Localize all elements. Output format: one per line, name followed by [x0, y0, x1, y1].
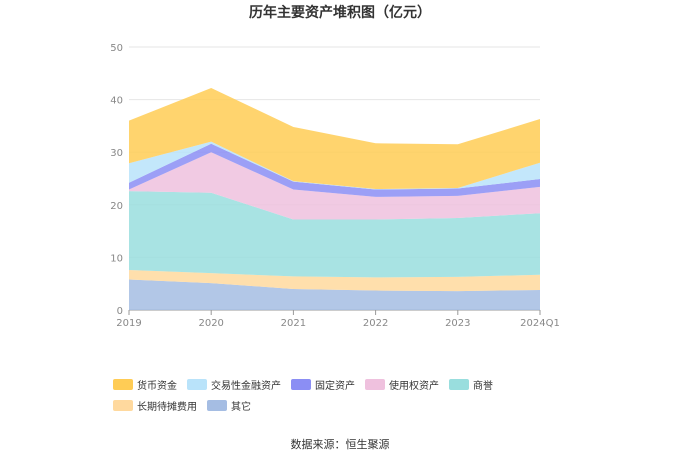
x-tick-label: 2021 [281, 318, 306, 329]
legend-item[interactable]: 货币资金 [113, 378, 177, 392]
legend-label: 交易性金融资产 [211, 380, 281, 392]
legend-item[interactable]: 交易性金融资产 [187, 378, 281, 392]
x-tick-label: 2022 [363, 318, 388, 329]
legend-label: 长期待摊费用 [137, 401, 197, 413]
x-tick-label: 2023 [445, 318, 470, 329]
area-series [129, 143, 540, 197]
legend-label: 货币资金 [137, 380, 177, 392]
y-tick-label: 0 [117, 306, 123, 317]
area-series [129, 88, 540, 190]
area-series [129, 279, 540, 310]
legend-swatch [113, 399, 133, 411]
data-source: 数据来源：恒生聚源 [290, 438, 390, 451]
chart-legend: 货币资金 交易性金融资产 固定资产 使用权资产 商誉长期待摊费用 其它 [113, 378, 583, 420]
legend-item[interactable]: 长期待摊费用 [113, 399, 197, 413]
legend-swatch [365, 378, 385, 390]
legend-item[interactable]: 其它 [207, 399, 251, 413]
legend-item[interactable]: 固定资产 [291, 378, 355, 392]
area-series [129, 152, 540, 220]
y-tick-label: 30 [110, 148, 123, 159]
y-tick-label: 10 [110, 253, 123, 264]
legend-swatch [207, 399, 227, 411]
y-tick-label: 20 [110, 201, 123, 212]
legend-swatch [187, 378, 207, 390]
legend-label: 使用权资产 [389, 380, 439, 392]
legend-item[interactable]: 使用权资产 [365, 378, 439, 392]
y-tick-label: 50 [110, 43, 123, 54]
legend-swatch [113, 378, 133, 390]
y-tick-label: 40 [110, 96, 123, 107]
x-tick-label: 2019 [116, 318, 141, 329]
stacked-area-chart: 0 10 20 30 40 50 2019 2020 2021 2022 2023 2024Q1 [110, 43, 560, 329]
chart-title: 历年主要资产堆积图（亿元） [249, 5, 431, 21]
x-tick-label: 2020 [198, 318, 223, 329]
x-tick-label: 2024Q1 [520, 318, 560, 329]
area-series [129, 191, 540, 278]
legend-label: 商誉 [473, 380, 493, 392]
legend-item[interactable]: 商誉 [449, 378, 493, 392]
legend-swatch [291, 378, 311, 390]
area-series [129, 270, 540, 292]
legend-label: 其它 [231, 401, 251, 413]
legend-label: 固定资产 [315, 380, 355, 392]
legend-swatch [449, 378, 469, 390]
